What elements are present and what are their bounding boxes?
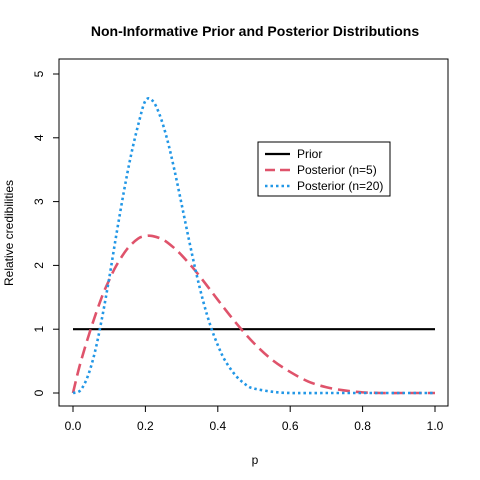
legend-entry: Posterior (n=5) <box>297 163 377 177</box>
y-axis: 0 1 2 3 4 5 <box>32 70 59 396</box>
series-line-3 <box>72 97 435 395</box>
legend: Prior Posterior (n=5) Posterior (n=20) <box>257 141 391 197</box>
y-tick-label: 1 <box>32 326 46 333</box>
x-tick-label: 0.6 <box>282 419 299 433</box>
plot-frame <box>58 58 449 407</box>
y-tick-label: 3 <box>32 198 46 205</box>
chart-title: Non-Informative Prior and Posterior Dist… <box>91 23 419 39</box>
y-axis-label: Relative credibilities <box>2 180 16 286</box>
y-tick-label: 5 <box>32 70 46 77</box>
x-tick-label: 1.0 <box>427 419 444 433</box>
x-axis: 0.0 0.2 0.4 0.6 0.8 1.0 <box>65 406 444 433</box>
legend-entry: Posterior (n=20) <box>297 179 383 193</box>
y-tick-label: 2 <box>32 262 46 269</box>
x-axis-label: p <box>252 453 259 467</box>
y-tick-label: 4 <box>32 134 46 141</box>
x-tick-label: 0.4 <box>209 419 226 433</box>
series-layer <box>71 97 435 395</box>
series-line-2 <box>71 234 435 395</box>
x-tick-label: 0.0 <box>65 419 82 433</box>
y-tick-label: 0 <box>32 389 46 396</box>
x-tick-label: 0.2 <box>137 419 154 433</box>
legend-entry: Prior <box>297 147 322 161</box>
x-tick-label: 0.8 <box>354 419 371 433</box>
